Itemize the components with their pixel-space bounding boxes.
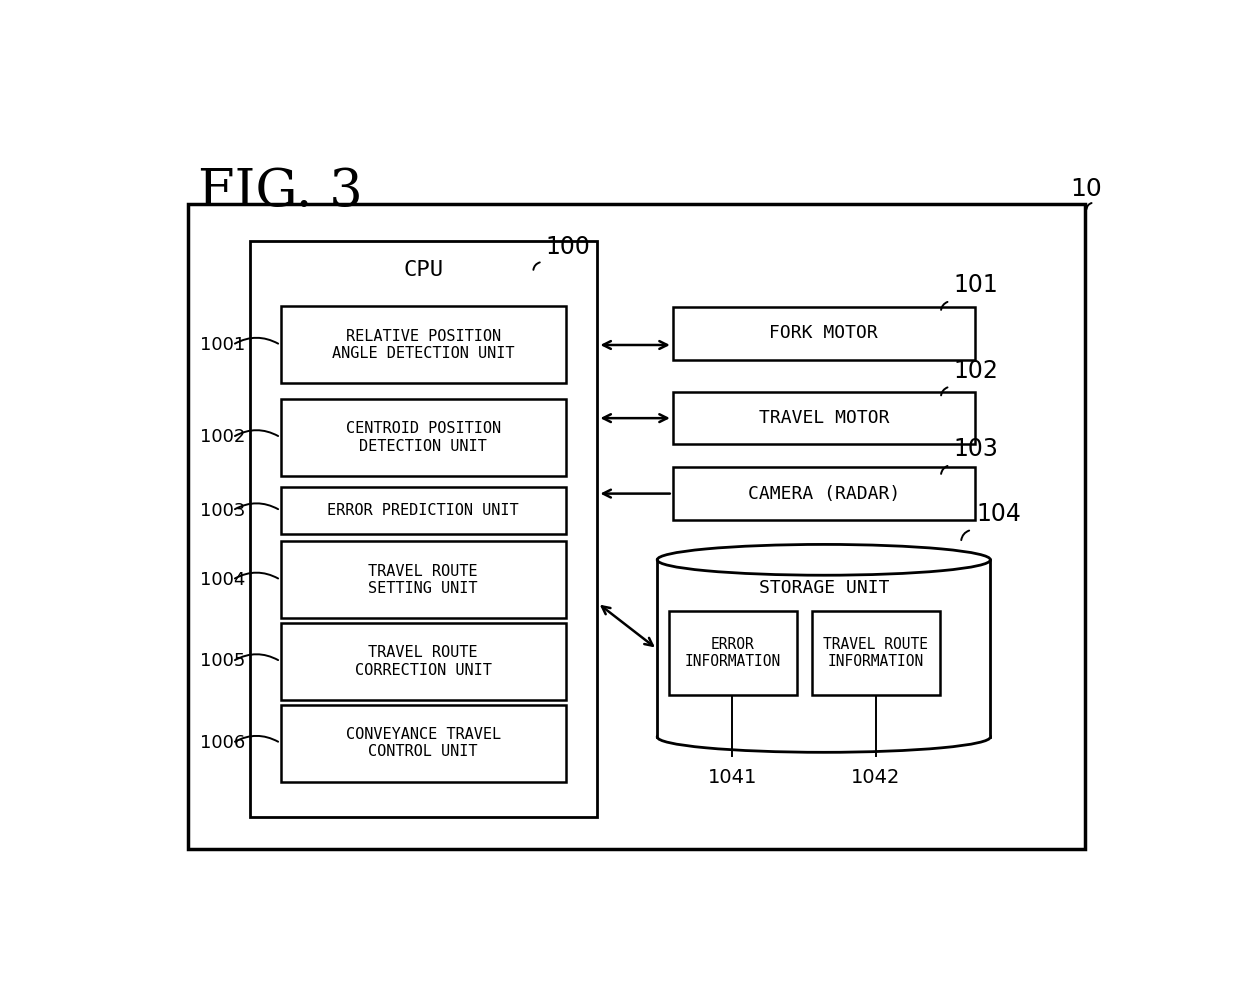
Text: ERROR
INFORMATION: ERROR INFORMATION: [684, 636, 780, 669]
Bar: [187, 204, 1085, 849]
Bar: [812, 611, 940, 695]
Bar: [249, 241, 596, 817]
Text: 1001: 1001: [200, 336, 246, 354]
Bar: [280, 487, 565, 534]
Text: 1002: 1002: [200, 428, 246, 447]
Text: 1005: 1005: [200, 652, 246, 671]
Text: 10: 10: [1070, 177, 1102, 201]
Text: 101: 101: [954, 273, 998, 298]
Text: 1006: 1006: [200, 735, 246, 752]
Text: 1003: 1003: [200, 502, 246, 519]
Bar: [672, 307, 975, 359]
Text: ERROR PREDICTION UNIT: ERROR PREDICTION UNIT: [327, 503, 520, 518]
Text: 1041: 1041: [708, 769, 758, 788]
Bar: [280, 306, 565, 384]
Text: RELATIVE POSITION
ANGLE DETECTION UNIT: RELATIVE POSITION ANGLE DETECTION UNIT: [332, 329, 515, 361]
Text: 102: 102: [954, 358, 998, 383]
Text: FORK MOTOR: FORK MOTOR: [770, 324, 878, 343]
Text: FIG. 3: FIG. 3: [197, 166, 362, 217]
Text: STORAGE UNIT: STORAGE UNIT: [759, 578, 889, 596]
Text: CPU: CPU: [403, 260, 443, 280]
Text: 103: 103: [954, 437, 998, 462]
Text: 104: 104: [977, 502, 1022, 526]
Bar: [280, 623, 565, 700]
Text: 100: 100: [546, 235, 590, 258]
Ellipse shape: [657, 722, 991, 752]
Text: 1004: 1004: [200, 571, 246, 589]
Bar: [668, 611, 797, 695]
Text: TRAVEL ROUTE
SETTING UNIT: TRAVEL ROUTE SETTING UNIT: [368, 564, 477, 596]
Bar: [280, 704, 565, 782]
Text: 1042: 1042: [851, 769, 900, 788]
Bar: [672, 392, 975, 444]
Bar: [672, 467, 975, 519]
Text: CENTROID POSITION
DETECTION UNIT: CENTROID POSITION DETECTION UNIT: [346, 421, 501, 454]
Text: TRAVEL ROUTE
INFORMATION: TRAVEL ROUTE INFORMATION: [823, 636, 929, 669]
Text: TRAVEL ROUTE
CORRECTION UNIT: TRAVEL ROUTE CORRECTION UNIT: [355, 645, 491, 678]
Bar: [657, 560, 991, 736]
Bar: [280, 399, 565, 476]
Text: CAMERA (RADAR): CAMERA (RADAR): [748, 484, 900, 503]
Text: CONVEYANCE TRAVEL
CONTROL UNIT: CONVEYANCE TRAVEL CONTROL UNIT: [346, 727, 501, 759]
Text: TRAVEL MOTOR: TRAVEL MOTOR: [759, 409, 889, 427]
Ellipse shape: [657, 544, 991, 575]
Bar: [280, 541, 565, 619]
